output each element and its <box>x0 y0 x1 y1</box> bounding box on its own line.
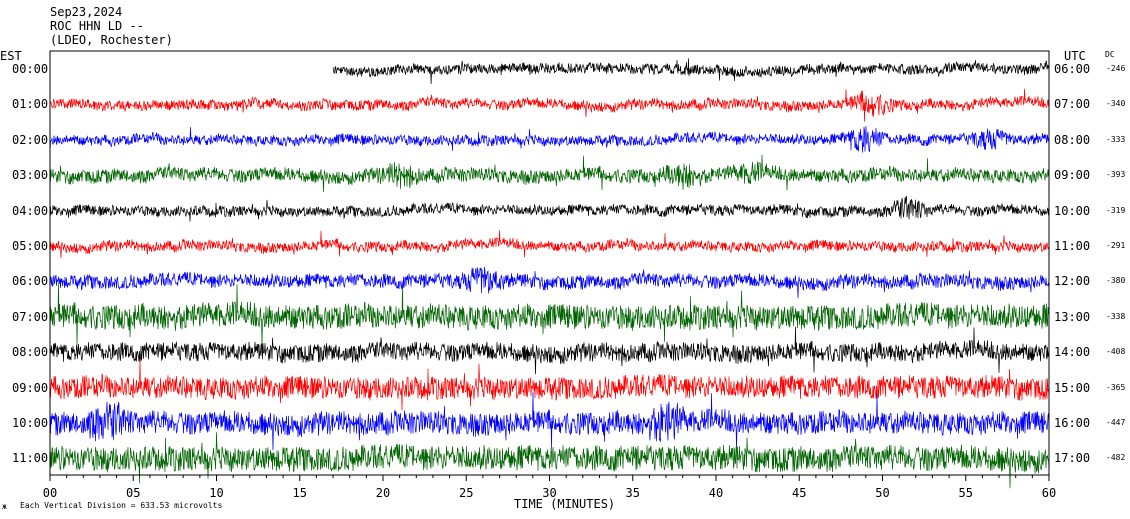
utc-time-label: 10:00 <box>1054 203 1091 218</box>
utc-time-label: 06:00 <box>1054 62 1091 76</box>
trace-0000 <box>332 58 1049 85</box>
utc-time-label: 13:00 <box>1054 309 1091 324</box>
utc-time-label: 11:00 <box>1054 239 1091 253</box>
dc-offset-label: -408 <box>1106 347 1126 357</box>
network-name: (LDEO, Rochester) <box>50 33 173 47</box>
x-tick-label: 45 <box>792 486 806 500</box>
x-tick-label: 15 <box>293 486 307 500</box>
est-time-label: 00:00 <box>12 62 49 76</box>
utc-time-label: 14:00 <box>1054 345 1091 360</box>
trace-0200 <box>49 125 1050 153</box>
scale-note: Each Vertical Division = 633.53 microvol… <box>20 501 223 510</box>
trace-0300 <box>49 154 1050 192</box>
dc-offset-label: -319 <box>1106 205 1126 215</box>
x-tick-label: 55 <box>959 486 973 500</box>
dc-offset-label: -340 <box>1106 99 1126 109</box>
est-time-label: 04:00 <box>12 203 49 218</box>
dc-axis-label: DC <box>1105 50 1115 59</box>
dc-offset-label: -393 <box>1106 170 1126 180</box>
tick-group: 00 05 10 15 20 25 30 35 40 45 50 55 60 <box>43 475 1056 500</box>
est-time-label: 05:00 <box>12 239 49 253</box>
trace-0400 <box>49 195 1050 222</box>
x-tick-label: 05 <box>126 486 140 500</box>
x-tick-label: 40 <box>709 486 723 500</box>
trace-0800 <box>49 326 1050 375</box>
est-time-label: 11:00 <box>12 451 49 466</box>
est-time-label: 07:00 <box>12 309 49 324</box>
utc-time-label: 09:00 <box>1054 168 1091 183</box>
utc-time-label: 15:00 <box>1054 380 1091 395</box>
x-tick-label: 50 <box>875 486 889 500</box>
trace-0600 <box>49 266 1050 299</box>
trace-0500 <box>49 230 1050 259</box>
footer-mark: ж <box>2 502 7 511</box>
x-tick-label: 35 <box>626 486 640 500</box>
dc-offset-label: -380 <box>1106 276 1126 286</box>
dc-offset-label: -333 <box>1106 134 1126 144</box>
trace-group <box>49 58 1050 489</box>
dc-offset-label: -338 <box>1106 311 1126 321</box>
station-name: ROC HHN LD -- <box>50 19 144 33</box>
dc-offset-label: -291 <box>1106 241 1126 250</box>
plot-date: Sep23,2024 <box>50 5 123 19</box>
utc-time-label: 08:00 <box>1054 132 1091 147</box>
trace-1000 <box>49 391 1050 451</box>
x-tick-label: 60 <box>1042 486 1056 500</box>
trace-0100 <box>49 88 1050 122</box>
x-axis-title: TIME (MINUTES) <box>514 497 616 511</box>
est-time-label: 10:00 <box>12 416 49 430</box>
utc-time-label: 07:00 <box>1054 97 1091 112</box>
x-tick-label: 00 <box>43 486 57 500</box>
utc-time-label: 17:00 <box>1054 451 1091 466</box>
dc-offset-label: -447 <box>1106 418 1126 427</box>
utc-axis-label: UTC <box>1064 49 1086 63</box>
dc-offset-label: -365 <box>1106 382 1126 392</box>
est-axis-label: EST <box>0 49 22 63</box>
trace-0900 <box>49 358 1050 411</box>
utc-time-label: 16:00 <box>1054 416 1091 430</box>
trace-0700 <box>49 282 1050 346</box>
est-time-label: 06:00 <box>12 274 49 289</box>
est-time-label: 09:00 <box>12 380 49 395</box>
dc-offset-label: -246 <box>1106 64 1126 73</box>
est-time-label: 01:00 <box>12 97 49 112</box>
dc-offset-label: -482 <box>1106 453 1126 463</box>
est-time-label: 08:00 <box>12 345 49 360</box>
x-tick-label: 25 <box>459 486 473 500</box>
est-time-label: 03:00 <box>12 168 49 183</box>
trace-1100 <box>49 432 1050 489</box>
x-tick-label: 10 <box>209 486 223 500</box>
x-tick-label: 20 <box>376 486 390 500</box>
utc-time-label: 12:00 <box>1054 274 1091 289</box>
x-tick-label: 30 <box>542 486 556 500</box>
est-time-label: 02:00 <box>12 132 49 147</box>
